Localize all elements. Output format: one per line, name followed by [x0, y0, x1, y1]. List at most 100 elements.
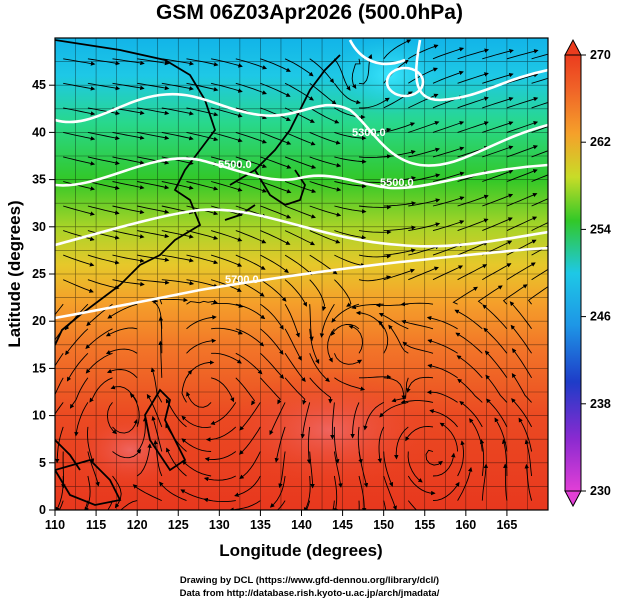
streamline — [284, 181, 317, 194]
streamline — [506, 96, 539, 109]
streamline — [260, 82, 291, 97]
colorbar-label: 238 — [590, 397, 611, 411]
colorbar-label: 254 — [590, 222, 611, 236]
x-tick-label: 120 — [127, 518, 148, 532]
streamline — [391, 377, 409, 403]
streamline — [482, 169, 514, 182]
x-tick-label: 125 — [168, 518, 189, 532]
contour-low-center — [385, 66, 425, 98]
contour-labels: 5500.0 5500.0 5300.0 5700.0 — [218, 127, 414, 286]
credit-dcl: Drawing by DCL (https://www.gfd-dennou.o… — [179, 575, 440, 586]
streamline — [309, 131, 341, 145]
streamline — [309, 107, 340, 124]
streamline — [186, 315, 217, 330]
streamline — [210, 131, 243, 143]
streamline — [358, 127, 392, 134]
streamline — [531, 126, 548, 133]
streamline — [63, 82, 96, 91]
streamline — [383, 122, 416, 133]
x-tick-label: 150 — [373, 518, 394, 532]
coastlines — [55, 39, 341, 506]
streamline — [432, 452, 456, 477]
streamline — [383, 149, 416, 158]
streamline — [235, 328, 265, 347]
streamline — [483, 327, 508, 354]
streamline — [408, 245, 440, 256]
streamline — [161, 279, 195, 286]
streamline — [333, 426, 340, 464]
streamline — [479, 439, 485, 477]
streamline — [334, 131, 367, 141]
streamline — [150, 367, 163, 403]
streamline — [284, 82, 314, 101]
streamline — [107, 303, 138, 319]
streamline — [309, 328, 320, 365]
streamline — [112, 156, 145, 165]
streamline — [186, 391, 212, 408]
contour-label: 5300.0 — [352, 127, 386, 139]
streamline — [186, 131, 219, 142]
streamline — [87, 181, 120, 190]
streamline — [153, 439, 163, 477]
streamline — [531, 268, 548, 281]
streamline — [527, 283, 548, 305]
japan-coast — [224, 54, 341, 221]
streamline — [66, 352, 89, 382]
x-tick-label: 155 — [414, 518, 435, 532]
streamline — [482, 96, 514, 109]
streamline — [63, 107, 96, 116]
streamline — [210, 254, 243, 267]
streamline — [305, 500, 311, 510]
streamline — [87, 131, 120, 141]
streamline — [186, 254, 219, 265]
streamline — [401, 319, 434, 330]
streamline — [284, 58, 314, 77]
streamline — [485, 374, 508, 403]
streamline — [309, 353, 330, 382]
streamline — [355, 310, 385, 330]
streamline — [186, 279, 219, 289]
streamline — [284, 254, 313, 276]
y-tick-label: 5 — [39, 456, 46, 470]
streamline — [383, 176, 416, 182]
streamline — [408, 198, 441, 207]
streamline — [425, 449, 443, 466]
streamline — [112, 279, 145, 287]
streamline — [506, 192, 538, 207]
streamline — [402, 341, 434, 354]
streamline — [87, 426, 95, 464]
streamline — [204, 451, 237, 462]
streamline — [502, 284, 528, 305]
streamline — [235, 181, 267, 193]
streamline — [136, 443, 152, 477]
streamline — [452, 286, 478, 305]
streamline — [383, 500, 387, 510]
streamline — [457, 48, 490, 60]
streamline — [186, 299, 218, 305]
streamline — [309, 230, 341, 244]
streamline — [358, 475, 367, 510]
streamline — [383, 248, 416, 256]
x-tick-label: 110 — [45, 518, 65, 532]
streamline — [186, 58, 219, 67]
streamline — [186, 107, 219, 117]
streamline — [439, 422, 459, 452]
streamline — [457, 194, 489, 207]
streamline — [334, 230, 367, 240]
streamline — [306, 426, 312, 464]
streamline — [269, 475, 286, 508]
streamline — [531, 53, 548, 60]
contour-5700 — [55, 246, 548, 320]
streamline — [432, 196, 465, 207]
x-axis: 110 115 120 125 130 135 140 145 150 155 160 165 — [45, 510, 517, 532]
streamline — [506, 145, 538, 158]
streamline — [531, 174, 548, 182]
streamline — [260, 328, 284, 355]
streamline — [181, 438, 212, 452]
streamline — [235, 230, 267, 244]
streamline — [235, 254, 266, 270]
streamline — [459, 401, 483, 428]
streamline — [506, 72, 539, 84]
streamline — [319, 303, 335, 338]
streamline — [524, 439, 533, 477]
